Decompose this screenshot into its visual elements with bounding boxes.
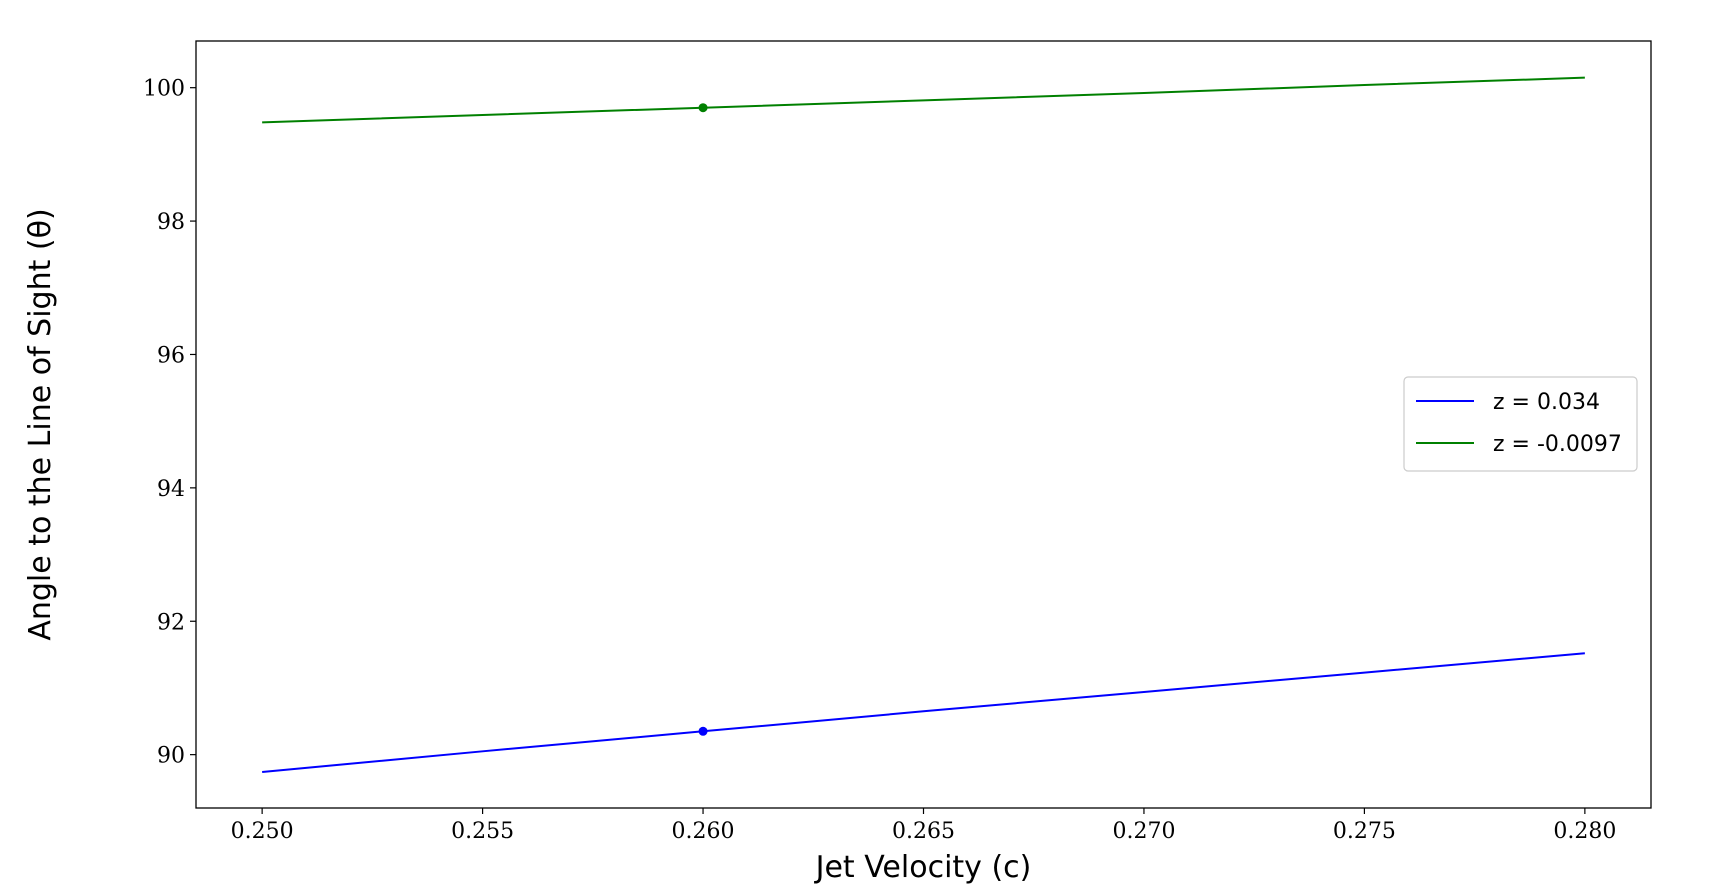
x-tick-label: 0.255 <box>451 819 514 844</box>
y-tick-label: 96 <box>157 343 185 368</box>
x-tick-label: 0.270 <box>1112 819 1175 844</box>
x-tick-label: 0.260 <box>672 819 735 844</box>
plot-area <box>262 76 1585 773</box>
series-line-0 <box>262 652 1585 773</box>
y-tick-label: 100 <box>143 77 185 102</box>
y-tick-label: 98 <box>157 210 185 235</box>
x-tick-label: 0.265 <box>892 819 955 844</box>
y-tick-label: 94 <box>157 477 185 502</box>
series-point-1 <box>698 103 708 113</box>
x-axis-title: Jet Velocity (c) <box>814 850 1032 885</box>
series-line-1 <box>262 76 1585 124</box>
legend-label-0: z = 0.034 <box>1493 390 1600 415</box>
legend-label-1: z = -0.0097 <box>1493 432 1622 457</box>
y-axis-title: Angle to the Line of Sight (θ) <box>23 208 58 640</box>
y-tick-label: 90 <box>157 744 185 769</box>
axis-ticks: 0.250 0.255 0.260 0.265 0.270 0.275 0.280 90 92 9… <box>143 77 1616 844</box>
x-tick-label: 0.275 <box>1333 819 1396 844</box>
x-tick-label: 0.250 <box>231 819 294 844</box>
x-tick-label: 0.280 <box>1553 819 1616 844</box>
legend: z = 0.034 z = -0.0097 <box>1403 376 1638 472</box>
series-point-0 <box>698 726 708 736</box>
y-tick-label: 92 <box>157 610 185 635</box>
